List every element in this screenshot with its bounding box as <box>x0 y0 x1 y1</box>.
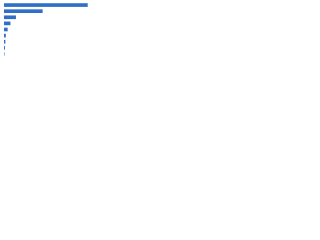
bar <box>4 15 16 20</box>
bar <box>4 46 5 50</box>
bar <box>4 9 43 13</box>
bar <box>4 21 11 26</box>
chart <box>4 3 88 56</box>
bar <box>4 27 8 32</box>
bar <box>4 3 88 7</box>
bar <box>4 39 6 44</box>
bar <box>4 33 6 38</box>
